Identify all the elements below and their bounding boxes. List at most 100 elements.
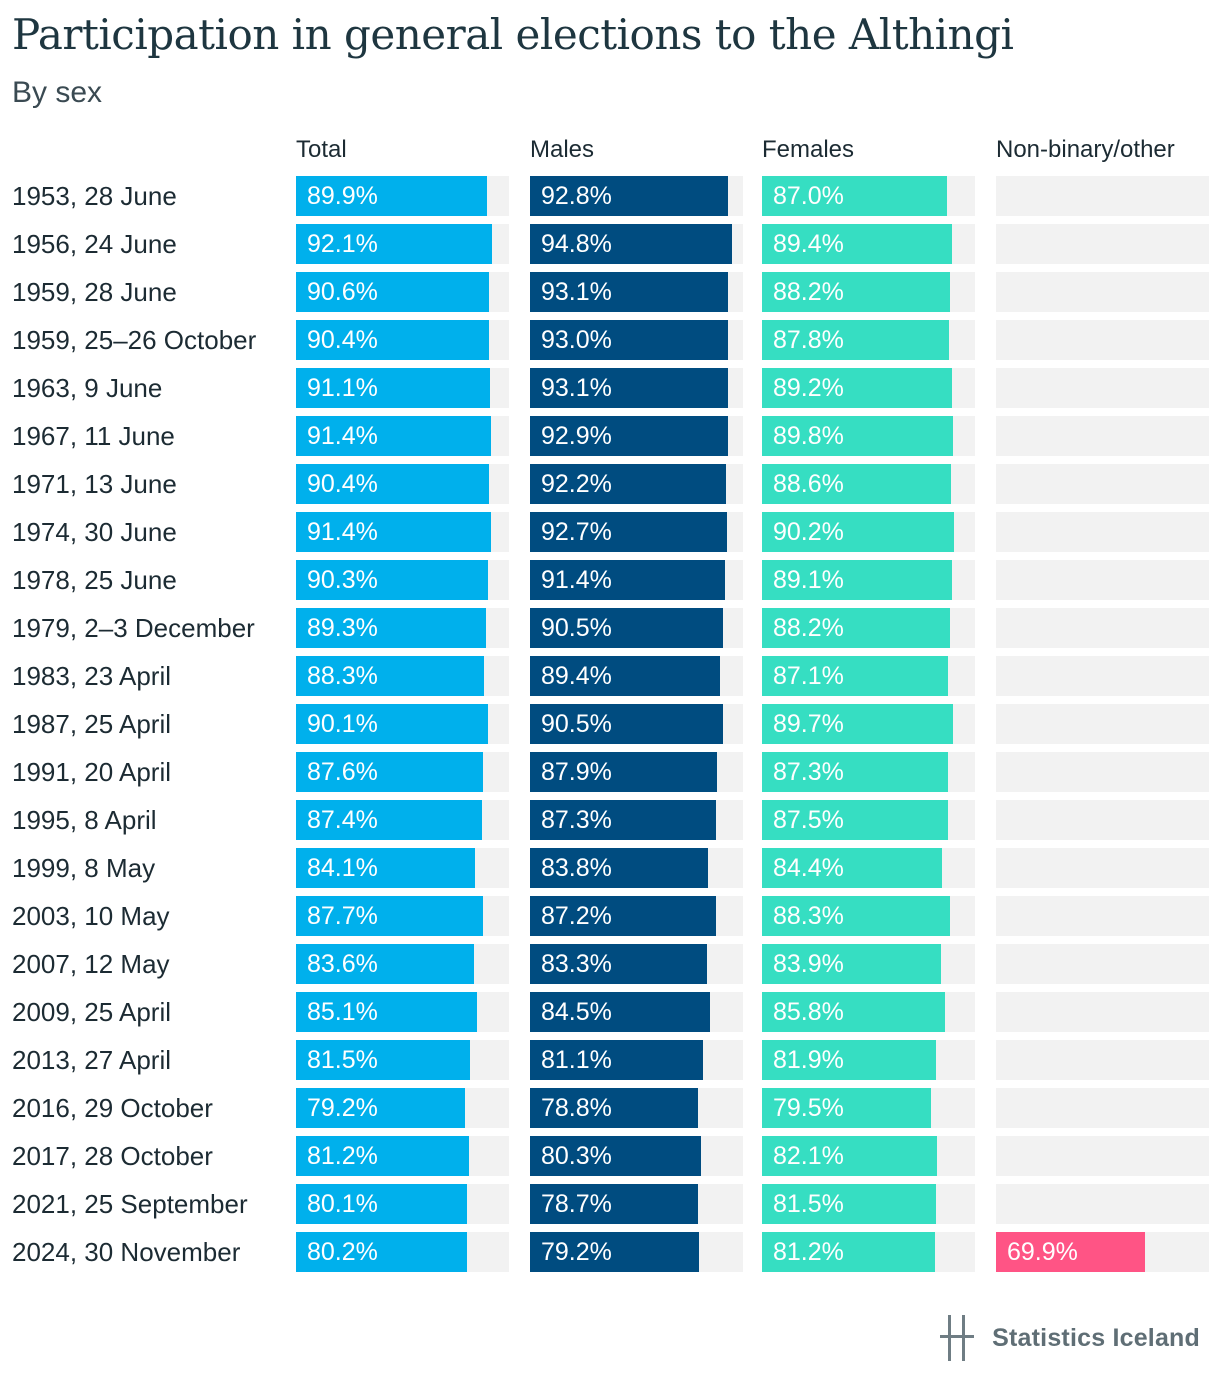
row-label: 1963, 9 June <box>12 373 163 403</box>
row-label: 2009, 25 April <box>12 997 172 1027</box>
bar-track: 90.6% <box>296 272 509 312</box>
bar-track: 81.2% <box>296 1136 509 1176</box>
bar-total <box>296 368 491 408</box>
bar-track: 87.6% <box>296 752 509 792</box>
bar-track: 87.4% <box>296 800 509 840</box>
row-label: 2024, 30 November <box>12 1237 241 1267</box>
bar-females <box>762 368 952 408</box>
bar-track <box>996 848 1209 888</box>
bar-total <box>296 1184 467 1224</box>
data-label: 88.3% <box>773 902 844 930</box>
data-label: 81.2% <box>773 1238 844 1266</box>
data-label: 90.2% <box>773 518 844 546</box>
bar-males <box>530 176 728 216</box>
data-label: 78.8% <box>541 1094 612 1122</box>
bar-track <box>996 176 1209 216</box>
bar-track: 93.1% <box>530 272 743 312</box>
bar-track: 69.9% <box>996 1232 1209 1272</box>
data-label: 90.1% <box>307 710 378 738</box>
bar-males <box>530 272 729 312</box>
bar-track: 84.1% <box>296 848 509 888</box>
bar-females <box>762 272 950 312</box>
bar-females <box>762 320 949 360</box>
bar-total <box>296 272 489 312</box>
bar-females <box>762 560 952 600</box>
bar-track <box>996 800 1209 840</box>
bar-males <box>530 992 710 1032</box>
bar-track <box>996 1088 1209 1128</box>
bar-females <box>762 704 954 744</box>
data-label: 84.5% <box>541 998 612 1026</box>
bar-males <box>530 416 728 456</box>
bar-track: 89.3% <box>296 608 509 648</box>
data-label: 94.8% <box>541 230 612 258</box>
bar-track: 90.5% <box>530 704 743 744</box>
data-label: 89.1% <box>773 566 844 594</box>
data-label: 91.4% <box>541 566 612 594</box>
data-label: 87.8% <box>773 326 844 354</box>
bar-males <box>530 224 732 264</box>
bar-track: 79.2% <box>530 1232 743 1272</box>
bar-total <box>296 752 483 792</box>
bar-track: 83.9% <box>762 944 975 984</box>
bar-track: 90.5% <box>530 608 743 648</box>
bar-track: 83.3% <box>530 944 743 984</box>
bar-track: 80.2% <box>296 1232 509 1272</box>
bar-total <box>296 896 483 936</box>
bar-females <box>762 224 953 264</box>
data-label: 92.2% <box>541 470 612 498</box>
data-label: 80.2% <box>307 1238 378 1266</box>
bar-track: 79.5% <box>762 1088 975 1128</box>
bar-track: 88.2% <box>762 608 975 648</box>
bar-track: 85.8% <box>762 992 975 1032</box>
bar-track: 90.3% <box>296 560 509 600</box>
bar-track <box>996 560 1209 600</box>
data-label: 87.6% <box>307 758 378 786</box>
data-label: 81.5% <box>307 1046 378 1074</box>
row-label: 1953, 28 June <box>12 181 177 211</box>
bar-total <box>296 656 485 696</box>
bar-track: 92.7% <box>530 512 743 552</box>
bar-total <box>296 416 491 456</box>
bar-track: 81.9% <box>762 1040 975 1080</box>
bar-total <box>296 992 478 1032</box>
bar-track: 92.1% <box>296 224 509 264</box>
data-label: 84.1% <box>307 854 378 882</box>
bar-track <box>996 608 1209 648</box>
bar-females <box>762 896 951 936</box>
bar-males <box>530 464 727 504</box>
bar-track: 89.8% <box>762 416 975 456</box>
data-label: 90.6% <box>307 278 378 306</box>
row-label: 2003, 10 May <box>12 901 170 931</box>
bar-males <box>530 1040 703 1080</box>
bar-males <box>530 848 709 888</box>
column-header-0: Total <box>296 136 347 163</box>
bar-track: 91.4% <box>296 416 509 456</box>
bar-track: 87.0% <box>762 176 975 216</box>
bar-females <box>762 464 951 504</box>
bar-females <box>762 992 945 1032</box>
bar-track: 88.3% <box>296 656 509 696</box>
bar-track: 88.6% <box>762 464 975 504</box>
row-label: 2016, 29 October <box>12 1093 213 1123</box>
data-label: 79.5% <box>773 1094 844 1122</box>
column-header-2: Females <box>762 136 855 163</box>
bar-track: 87.8% <box>762 320 975 360</box>
bar-track: 87.1% <box>762 656 975 696</box>
data-label: 83.9% <box>773 950 844 978</box>
bar-track: 87.5% <box>762 800 975 840</box>
bar-track: 85.1% <box>296 992 509 1032</box>
data-label: 89.3% <box>307 614 378 642</box>
bar-track <box>996 224 1209 264</box>
row-label: 2013, 27 April <box>12 1045 172 1075</box>
data-label: 81.2% <box>307 1142 378 1170</box>
chart-subtitle: By sex <box>12 76 103 109</box>
bar-track: 88.2% <box>762 272 975 312</box>
data-label: 89.9% <box>307 182 378 210</box>
bar-track: 84.5% <box>530 992 743 1032</box>
data-label: 83.6% <box>307 950 378 978</box>
bar-track: 81.5% <box>762 1184 975 1224</box>
data-label: 90.4% <box>307 470 378 498</box>
row-label: 1971, 13 June <box>12 469 177 499</box>
bar-females <box>762 608 950 648</box>
